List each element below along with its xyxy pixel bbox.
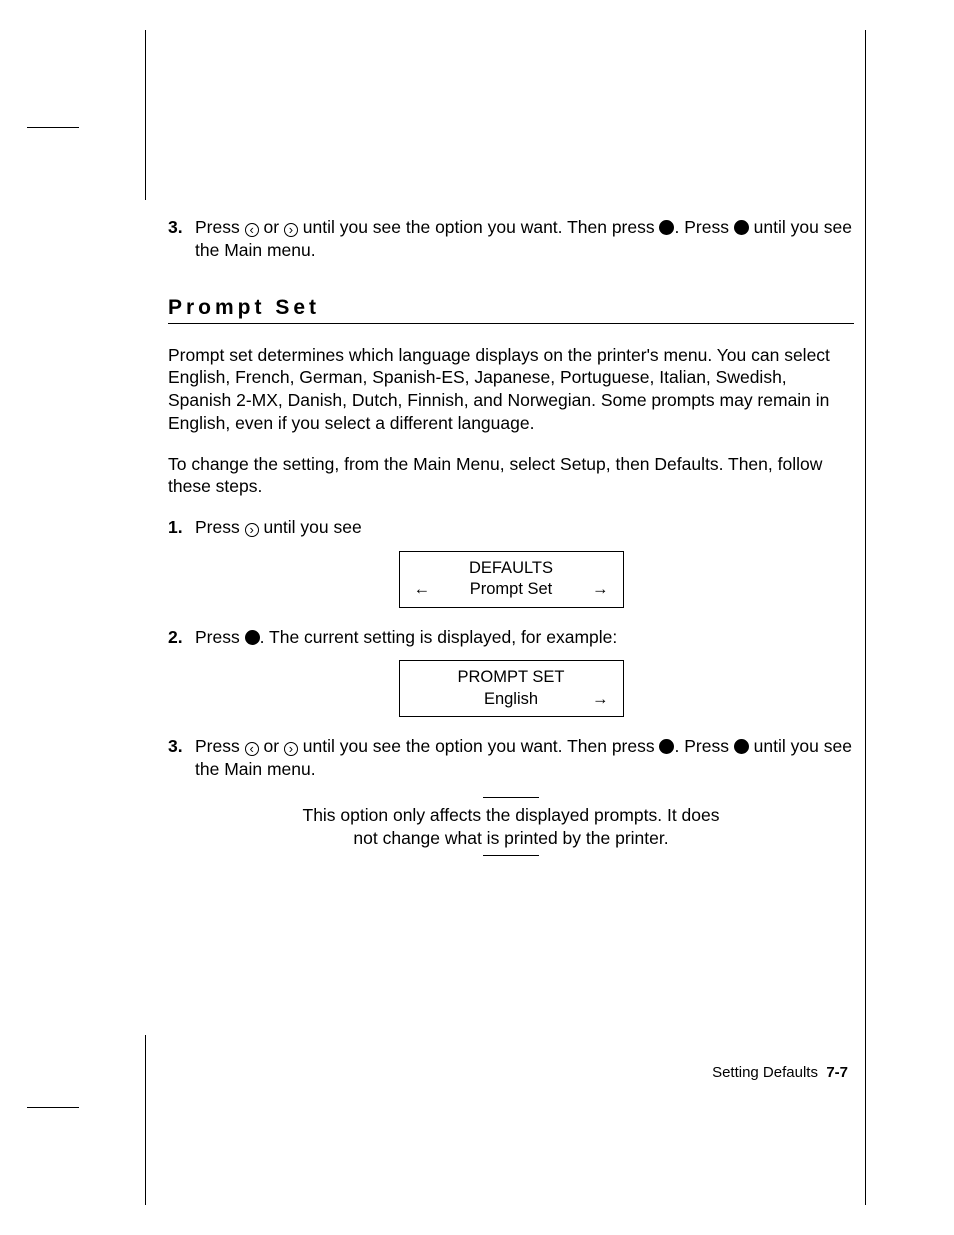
- lcd-line-2: ← Prompt Set →: [414, 579, 609, 600]
- list-item: 1. Press › until you see: [168, 516, 854, 539]
- right-arrow-icon: ›: [245, 523, 259, 537]
- text: or: [259, 217, 284, 237]
- lcd-text: PROMPT SET: [458, 667, 565, 688]
- list-body: Press › until you see: [195, 516, 854, 539]
- lcd-right-arrow-icon: →: [592, 579, 609, 600]
- left-arrow-icon: ‹: [245, 223, 259, 237]
- list-body: Press ‹ or › until you see the option yo…: [195, 216, 854, 262]
- right-arrow-icon: ›: [284, 223, 298, 237]
- text: . The current setting is displayed, for …: [260, 627, 618, 647]
- footer-page-number: 7-7: [826, 1064, 848, 1081]
- note-rule-top: [483, 797, 539, 798]
- lcd-display: DEFAULTS ← Prompt Set →: [399, 551, 624, 608]
- paragraph: Prompt set determines which language dis…: [168, 344, 854, 435]
- note-rule-bottom: [483, 855, 539, 856]
- lcd-line-1: DEFAULTS: [414, 558, 609, 579]
- list-item: 3. Press ‹ or › until you see the option…: [168, 735, 854, 781]
- crop-mark-top-left-h: [27, 127, 79, 128]
- list-item: 2. Press . The current setting is displa…: [168, 626, 854, 649]
- text: Press: [195, 517, 245, 537]
- text: until you see the option you want. Then …: [298, 736, 660, 756]
- text: . Press: [674, 217, 733, 237]
- footer-label: Setting Defaults: [712, 1064, 818, 1081]
- crop-mark-right: [865, 30, 866, 1205]
- section-heading: Prompt Set: [168, 296, 854, 324]
- right-arrow-icon: ›: [284, 742, 298, 756]
- paragraph: To change the setting, from the Main Men…: [168, 453, 854, 499]
- list-number: 3.: [168, 735, 195, 781]
- text: . Press: [674, 736, 733, 756]
- list-number: 3.: [168, 216, 195, 262]
- enter-button-icon: [245, 630, 260, 645]
- lcd-display: PROMPT SET English →: [399, 660, 624, 717]
- text: Press: [195, 627, 245, 647]
- enter-button-icon: [659, 739, 674, 754]
- text: Press: [195, 736, 245, 756]
- document-page: 3. Press ‹ or › until you see the option…: [0, 0, 954, 1235]
- text: until you see: [259, 517, 362, 537]
- enter-button-icon: [734, 739, 749, 754]
- lcd-text: Prompt Set: [470, 579, 553, 600]
- text: Press: [195, 217, 245, 237]
- page-footer: Setting Defaults 7-7: [712, 1064, 848, 1081]
- lcd-left-arrow-icon: ←: [414, 579, 431, 600]
- list-number: 2.: [168, 626, 195, 649]
- enter-button-icon: [734, 220, 749, 235]
- lcd-line-2: English →: [414, 689, 609, 710]
- crop-mark-bottom-left-v: [78, 1035, 146, 1205]
- text: until you see the option you want. Then …: [298, 217, 660, 237]
- note-block: This option only affects the displayed p…: [168, 797, 854, 857]
- list-body: Press . The current setting is displayed…: [195, 626, 854, 649]
- left-arrow-icon: ‹: [245, 742, 259, 756]
- lcd-line-1: PROMPT SET: [414, 667, 609, 688]
- list-item: 3. Press ‹ or › until you see the option…: [168, 216, 854, 262]
- lcd-right-arrow-icon: →: [592, 689, 609, 710]
- text: or: [259, 736, 284, 756]
- crop-mark-bottom-left-h: [27, 1107, 79, 1108]
- crop-mark-top-left-v: [78, 30, 146, 200]
- lcd-text: English: [484, 689, 538, 710]
- lcd-text: DEFAULTS: [469, 558, 553, 579]
- page-content: 3. Press ‹ or › until you see the option…: [168, 216, 854, 856]
- list-body: Press ‹ or › until you see the option yo…: [195, 735, 854, 781]
- enter-button-icon: [659, 220, 674, 235]
- note-text: This option only affects the displayed p…: [301, 804, 721, 850]
- list-number: 1.: [168, 516, 195, 539]
